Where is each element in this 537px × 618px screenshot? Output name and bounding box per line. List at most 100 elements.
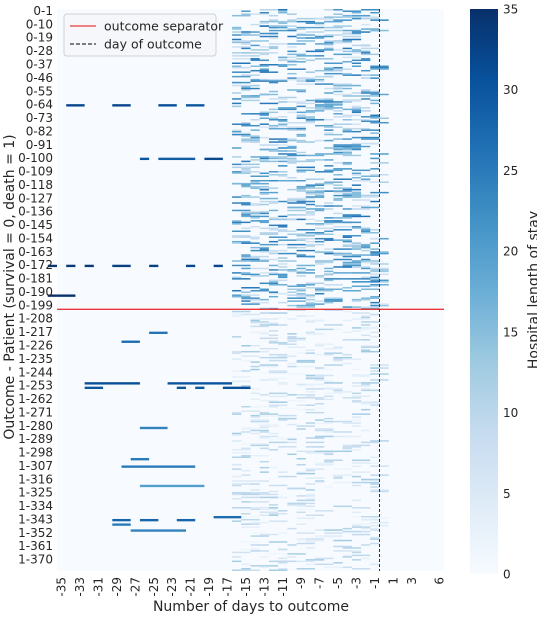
stay-cell (296, 284, 315, 286)
stay-cell (296, 292, 306, 295)
stay-cell (278, 56, 288, 59)
stay-cell (250, 405, 269, 408)
stay-cell (287, 339, 306, 341)
stay-cell (342, 261, 362, 264)
stay-cell (287, 35, 297, 38)
stay-cell (370, 263, 389, 265)
stay-cell (342, 215, 362, 218)
stay-cell (259, 347, 279, 350)
stay-cell (232, 171, 251, 173)
stay-cell (315, 17, 334, 20)
stay-cell (315, 345, 325, 347)
stay-cell (250, 325, 269, 328)
stay-cell (351, 177, 362, 179)
stay-cell (305, 212, 315, 215)
x-tick-label: -21 (184, 577, 198, 597)
stay-cell (324, 107, 343, 109)
stay-cell (259, 414, 279, 417)
y-tick-label: 1-244 (18, 365, 53, 379)
stay-cell (259, 318, 279, 320)
stay-cell (296, 383, 306, 386)
stay-cell (351, 11, 362, 14)
stay-cell (342, 61, 352, 63)
long-stay-cell (158, 157, 196, 161)
stay-cell (324, 169, 343, 172)
stay-cell (287, 214, 297, 216)
stay-cell (268, 284, 288, 286)
long-stay-cell (149, 264, 159, 268)
stay-cell (250, 429, 260, 432)
stay-cell (342, 245, 362, 247)
stay-cell (370, 162, 389, 164)
stay-cell (268, 179, 279, 182)
x-tick-label: -19 (202, 577, 216, 597)
y-tick-label: 1-217 (18, 325, 53, 339)
stay-cell (232, 236, 251, 238)
stay-cell (342, 217, 352, 219)
stay-cell (241, 291, 251, 293)
stay-cell (370, 237, 380, 240)
stay-cell (324, 165, 334, 167)
stay-cell (287, 453, 297, 456)
stay-cell (232, 66, 251, 69)
stay-cell (259, 333, 269, 335)
x-tick-label: 6 (432, 577, 446, 585)
stay-cell (315, 233, 334, 235)
stay-cell (259, 337, 279, 340)
stay-cell (259, 251, 279, 253)
stay-cell (361, 98, 371, 100)
stay-cell (315, 104, 325, 106)
stay-cell (232, 41, 251, 44)
stay-cell (250, 84, 260, 87)
stay-cell (342, 95, 362, 97)
stay-cell (296, 114, 306, 117)
stay-cell (333, 153, 352, 155)
stay-cell (333, 41, 343, 44)
stay-cell (259, 22, 269, 24)
stay-cell (278, 510, 288, 512)
stay-cell (250, 136, 260, 139)
stay-cell (361, 129, 380, 131)
stay-cell (232, 290, 242, 292)
stay-cell (351, 416, 362, 418)
stay-cell (259, 243, 279, 246)
stay-cell (305, 78, 325, 81)
stay-cell (351, 92, 362, 94)
stay-cell (241, 563, 251, 566)
stay-cell (268, 404, 288, 406)
stay-cell (342, 56, 362, 59)
stay-cell (305, 111, 315, 114)
stay-cell (351, 179, 371, 182)
y-tick-label: 0-37 (26, 58, 53, 72)
stay-cell (232, 315, 242, 317)
stay-cell (296, 458, 306, 460)
stay-cell (324, 126, 343, 128)
stay-cell (361, 297, 380, 299)
stay-cell (315, 462, 334, 464)
stay-cell (250, 565, 269, 567)
stay-cell (259, 117, 269, 120)
stay-cell (324, 205, 334, 207)
stay-cell (268, 565, 279, 567)
stay-cell (315, 227, 334, 230)
stay-cell (315, 419, 325, 421)
stay-cell (250, 275, 269, 277)
stay-cell (324, 382, 343, 384)
stay-cell (259, 508, 279, 511)
stay-cell (351, 499, 362, 502)
stay-cell (232, 26, 242, 29)
stay-cell (361, 349, 371, 351)
stay-cell (315, 23, 325, 26)
stay-cell (278, 568, 288, 570)
stay-cell (361, 334, 371, 337)
stay-cell (342, 196, 362, 198)
stay-cell (324, 104, 334, 106)
stay-cell (305, 80, 315, 82)
stay-cell (315, 477, 325, 479)
stay-cell (241, 212, 260, 215)
stay-cell (351, 174, 362, 176)
stay-cell (232, 220, 242, 222)
stay-cell (259, 126, 279, 128)
stay-cell (268, 43, 288, 45)
stay-cell (232, 310, 251, 313)
